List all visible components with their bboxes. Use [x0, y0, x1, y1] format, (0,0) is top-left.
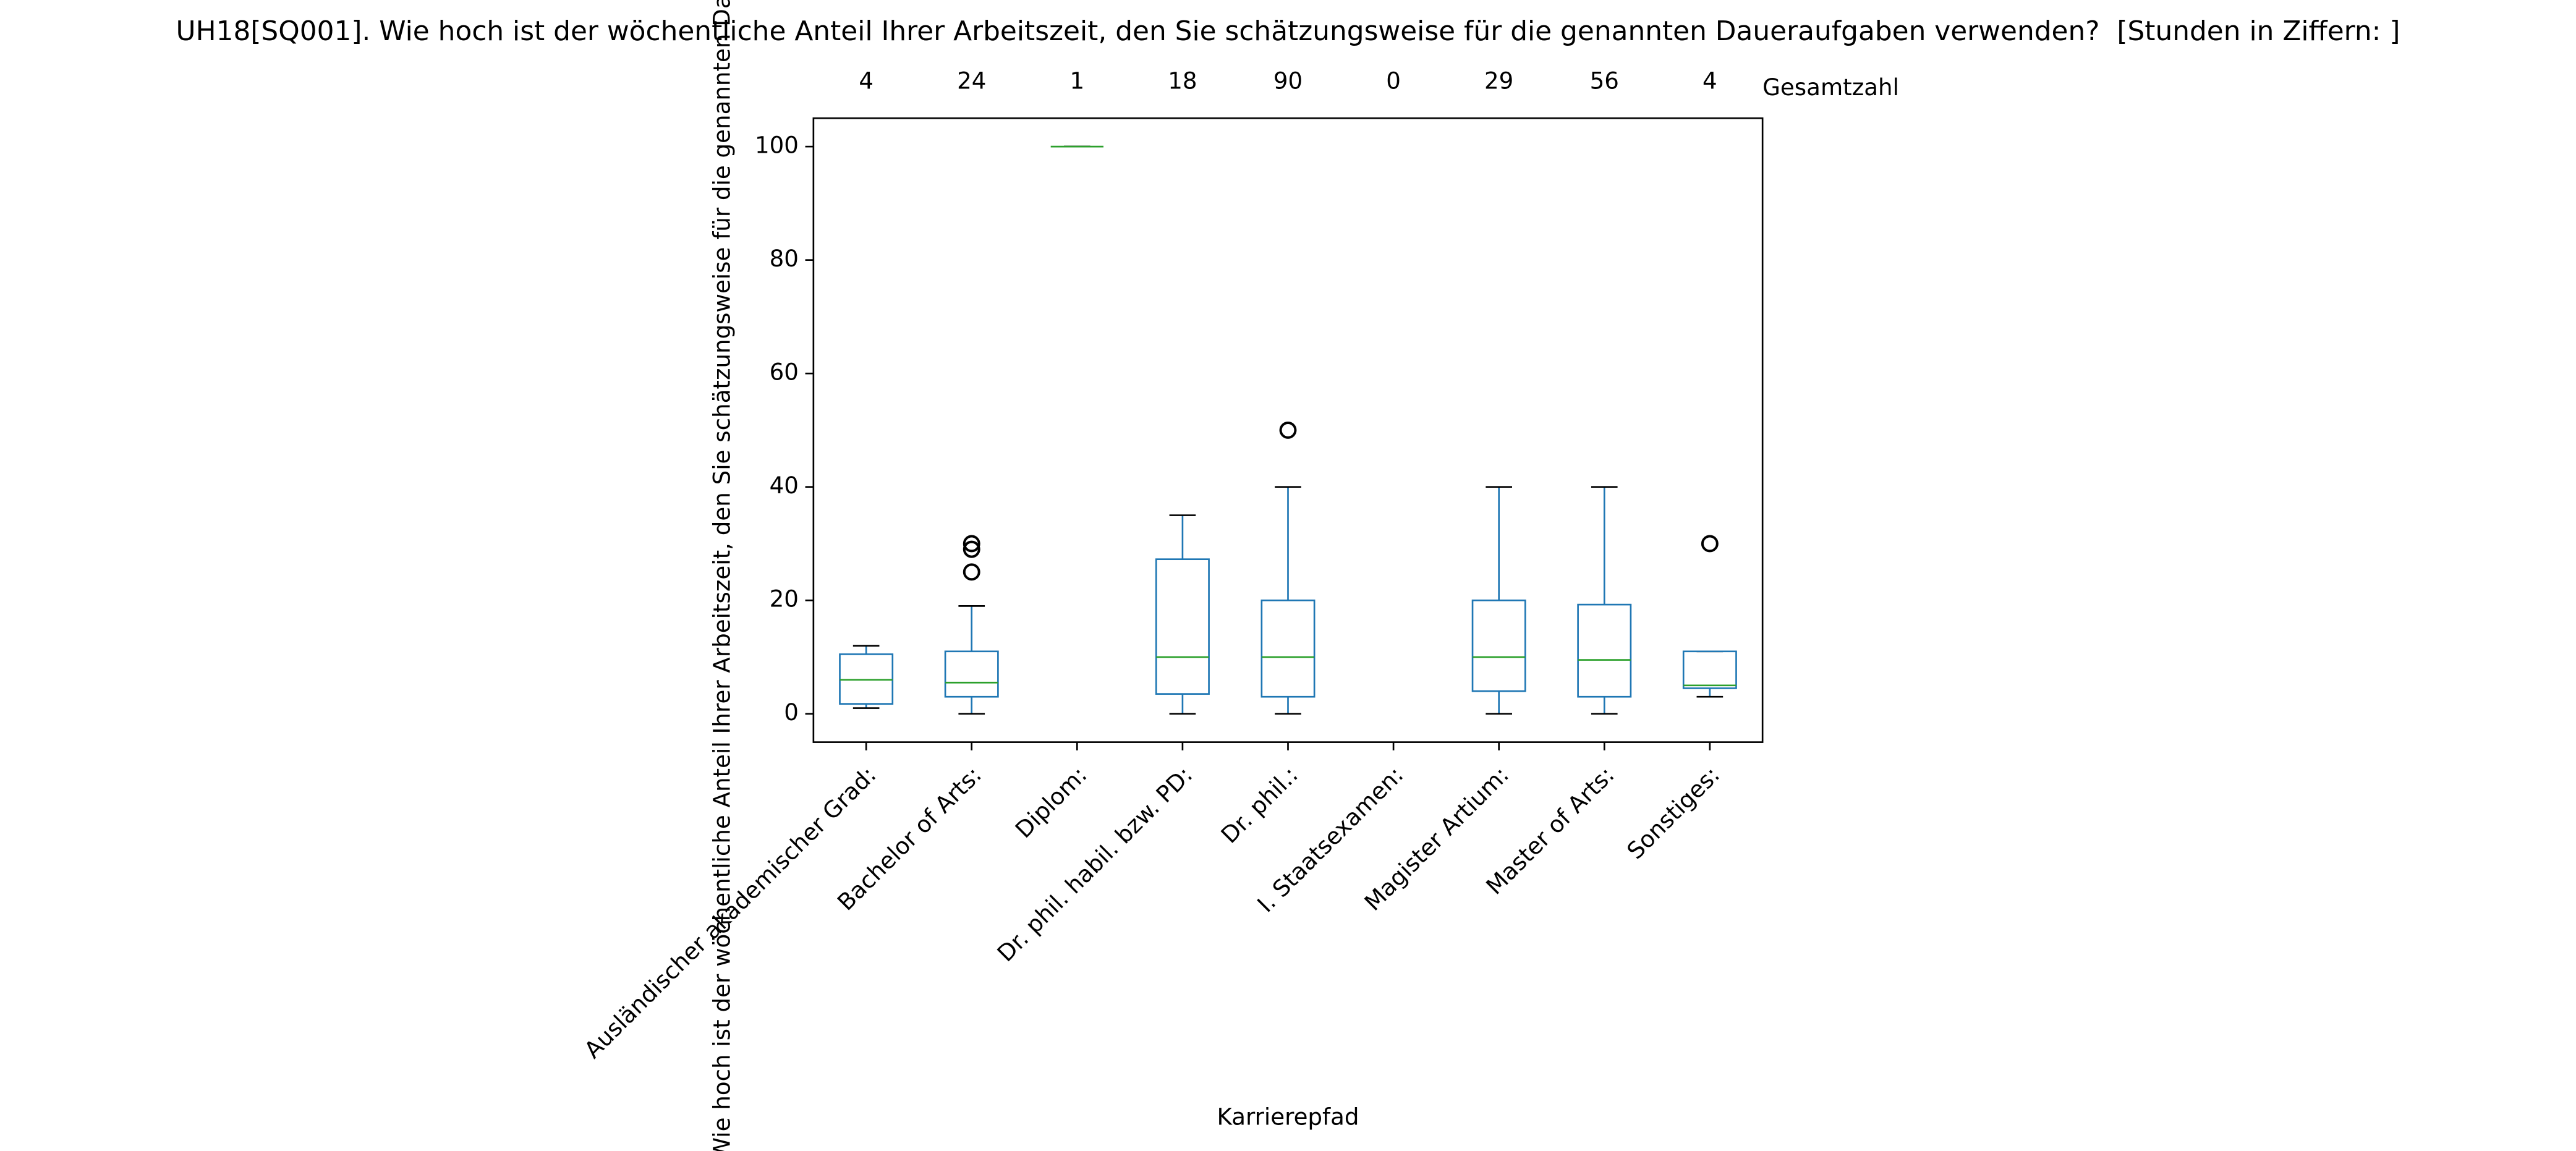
count-value: 4	[859, 67, 874, 94]
x-tick-label: Sonstiges:	[1622, 761, 1725, 864]
count-value: 1	[1069, 67, 1084, 94]
y-tick-label: 60	[770, 359, 799, 386]
count-value: 90	[1273, 67, 1303, 94]
box	[1260, 599, 1316, 698]
y-axis-label: Wie hoch ist der wöchentliche Anteil Ihr…	[708, 0, 735, 1151]
box	[1577, 603, 1632, 698]
count-value: 4	[1702, 67, 1717, 94]
plot-frame	[812, 117, 1764, 743]
outlier	[1279, 421, 1297, 439]
y-tick-label: 0	[784, 699, 799, 726]
outlier	[1701, 535, 1719, 553]
y-tick-label: 100	[755, 132, 799, 159]
count-value: 18	[1168, 67, 1197, 94]
count-value: 24	[957, 67, 986, 94]
count-value: 0	[1386, 67, 1401, 94]
box	[1155, 558, 1210, 695]
x-axis-label: Karrierepfad	[1217, 1103, 1359, 1130]
count-value: 29	[1484, 67, 1513, 94]
count-label: Gesamtzahl	[1762, 74, 1899, 101]
x-tick-label: Diplom:	[1010, 761, 1092, 843]
x-tick-label: Dr. phil.:	[1215, 761, 1303, 849]
y-tick-label: 20	[770, 585, 799, 613]
box	[944, 650, 999, 698]
outlier	[963, 535, 980, 553]
chart-title: UH18[SQ001]. Wie hoch ist der wöchentlic…	[176, 15, 2400, 47]
box	[1682, 650, 1737, 689]
x-tick-label: Dr. phil. habil. bzw. PD:	[992, 761, 1197, 967]
count-value: 56	[1590, 67, 1619, 94]
outlier	[963, 563, 980, 581]
y-tick-label: 40	[770, 472, 799, 499]
y-tick-label: 80	[770, 245, 799, 272]
outlier	[963, 540, 980, 558]
box	[1471, 599, 1526, 692]
